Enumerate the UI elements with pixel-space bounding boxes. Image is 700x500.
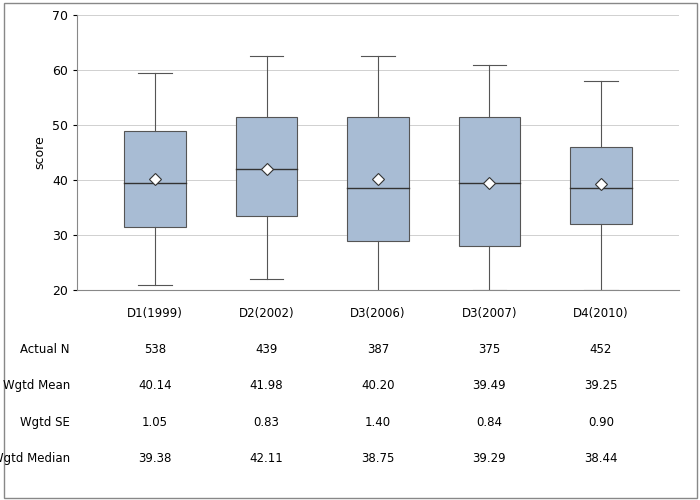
Text: 40.20: 40.20	[361, 380, 395, 392]
Text: D4(2010): D4(2010)	[573, 306, 629, 320]
Text: Wgtd Median: Wgtd Median	[0, 452, 70, 465]
Text: 41.98: 41.98	[250, 380, 284, 392]
Text: 40.14: 40.14	[138, 380, 172, 392]
Bar	[236, 116, 298, 216]
Text: 375: 375	[478, 343, 500, 356]
Text: 39.29: 39.29	[473, 452, 506, 465]
Text: 387: 387	[367, 343, 389, 356]
Text: D3(2007): D3(2007)	[462, 306, 517, 320]
Bar	[347, 116, 409, 240]
Text: 1.05: 1.05	[142, 416, 168, 429]
Text: D1(1999): D1(1999)	[127, 306, 183, 320]
Text: Wgtd SE: Wgtd SE	[20, 416, 70, 429]
Text: 0.90: 0.90	[588, 416, 614, 429]
Text: Actual N: Actual N	[20, 343, 70, 356]
Text: 38.44: 38.44	[584, 452, 617, 465]
Text: 39.38: 39.38	[139, 452, 172, 465]
Text: 0.84: 0.84	[477, 416, 503, 429]
Text: D3(2006): D3(2006)	[350, 306, 406, 320]
Text: 538: 538	[144, 343, 166, 356]
Bar	[125, 130, 186, 227]
Text: D2(2002): D2(2002)	[239, 306, 294, 320]
Text: 0.83: 0.83	[253, 416, 279, 429]
Text: 1.40: 1.40	[365, 416, 391, 429]
Text: 452: 452	[590, 343, 612, 356]
Bar	[570, 147, 631, 224]
Text: 39.49: 39.49	[473, 380, 506, 392]
Text: 39.25: 39.25	[584, 380, 617, 392]
Text: 42.11: 42.11	[250, 452, 284, 465]
Text: 38.75: 38.75	[361, 452, 395, 465]
Bar	[458, 116, 520, 246]
Text: 439: 439	[256, 343, 278, 356]
Text: Wgtd Mean: Wgtd Mean	[3, 380, 70, 392]
Y-axis label: score: score	[34, 136, 46, 170]
